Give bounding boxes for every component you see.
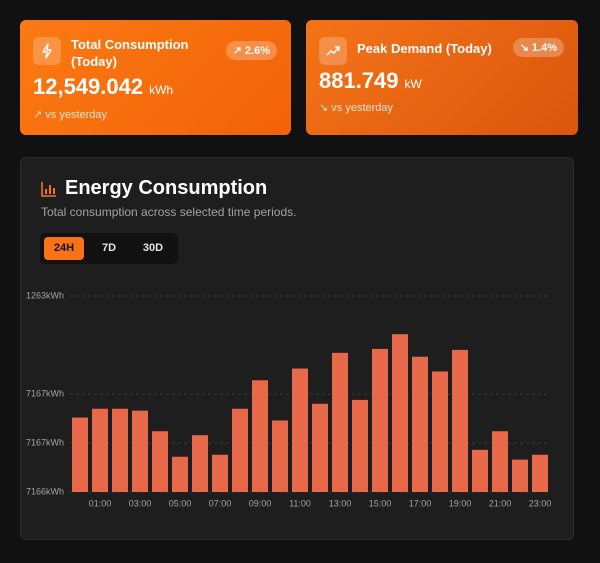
tab[interactable]: 7D (101, 242, 117, 254)
tab[interactable]: 24H (44, 237, 84, 260)
y-tick-label: 7167kWh (26, 437, 64, 447)
stat-card: Total Consumption (Today) ↗ 2.6% 12,549.… (20, 20, 291, 135)
bar (432, 371, 448, 492)
bar (532, 454, 548, 492)
value: 881.749 (319, 68, 399, 93)
bar (132, 410, 148, 492)
bar (292, 368, 308, 492)
bar (212, 454, 228, 492)
y-tick-label: 7166kWh (26, 486, 64, 496)
unit: kW (404, 77, 422, 91)
card-note: ↘ vs yesterday (319, 102, 394, 114)
bar (392, 334, 408, 492)
bar (272, 420, 288, 492)
x-tick-label: 05:00 (169, 498, 192, 508)
card-title: Total Consumption (Today) (71, 37, 189, 69)
value: 12,549.042 (33, 74, 144, 99)
bar (172, 456, 188, 492)
bar (252, 380, 268, 492)
x-tick-label: 19:00 (449, 498, 472, 508)
bar (332, 352, 348, 492)
card-value: 12,549.042 kWh (33, 74, 173, 100)
bar (92, 408, 108, 492)
x-tick-label: 23:00 (529, 498, 552, 508)
bar (352, 399, 368, 492)
tab[interactable]: 30D (142, 242, 164, 254)
card-title: Peak Demand (Today) (357, 41, 492, 56)
y-tick-label: 7167kWh (26, 388, 64, 398)
bar (152, 431, 168, 492)
panel-title: Energy Consumption (65, 177, 268, 199)
x-tick-label: 15:00 (369, 498, 392, 508)
chart-icon (41, 182, 56, 197)
x-tick-label: 11:00 (289, 498, 311, 508)
x-tick-label: 07:00 (209, 498, 232, 508)
bar (492, 431, 508, 492)
icon (319, 37, 347, 65)
bar (232, 408, 248, 492)
bar (512, 459, 528, 492)
card-value: 881.749 kW (319, 68, 422, 94)
bar (312, 403, 328, 492)
x-tick-label: 01:00 (89, 498, 112, 508)
x-tick-label: 21:00 (489, 498, 512, 508)
bar (472, 449, 488, 492)
bar (192, 435, 208, 492)
x-tick-label: 03:00 (129, 498, 152, 508)
unit: kWh (149, 83, 174, 97)
badge: ↘ 1.4% (512, 38, 564, 57)
y-tick-label: 1263kWh (26, 290, 64, 300)
tab-group: 24H 7D 30D (40, 233, 178, 264)
bar (112, 408, 128, 492)
bar (372, 348, 388, 492)
x-tick-label: 13:00 (329, 498, 352, 508)
card-note: ↗ vs yesterday (33, 109, 108, 121)
bar (412, 356, 428, 492)
icon (33, 37, 61, 65)
stat-card: Peak Demand (Today) ↘ 1.4% 881.749 kW ↘ v… (306, 20, 578, 135)
x-tick-label: 09:00 (249, 498, 272, 508)
x-tick-label: 17:00 (409, 498, 432, 508)
bar (452, 349, 468, 492)
badge: ↗ 2.6% (225, 41, 277, 60)
panel-subtitle: Total consumption across selected time p… (41, 205, 297, 219)
bar (72, 417, 88, 492)
